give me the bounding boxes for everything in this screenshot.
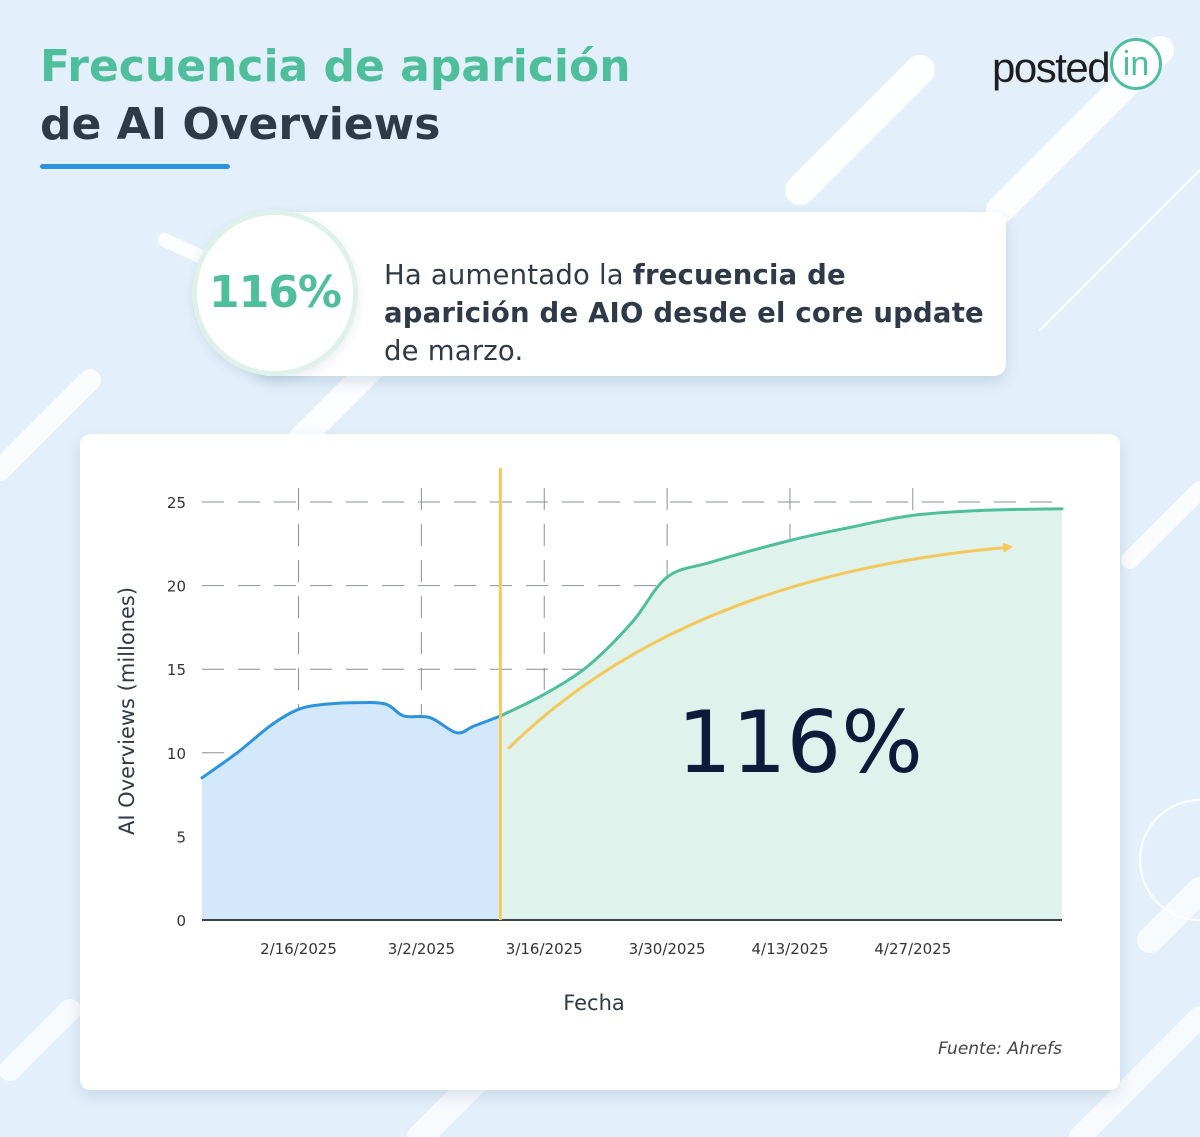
x-tick-label: 4/27/2025 <box>874 940 951 958</box>
growth-arrow <box>507 542 1014 750</box>
stat-circle: 116% <box>192 210 358 376</box>
logo-badge: in <box>1110 38 1162 90</box>
series-area-before <box>202 702 501 920</box>
stat-callout-card: Ha aumentado la frecuencia de aparición … <box>256 212 1006 376</box>
y-tick-label: 5 <box>176 828 186 846</box>
chart-card: 0 5 10 15 20 25 2/16/2025 3/2/2025 3/16/2025 3/30… <box>80 434 1120 1090</box>
stat-value: 116% <box>209 267 342 318</box>
growth-annotation-value: 116% <box>677 693 923 793</box>
callout-text-post: de marzo. <box>384 335 524 367</box>
callout-text: Ha aumentado la frecuencia de aparición … <box>384 256 994 370</box>
y-tick-label: 25 <box>167 494 186 512</box>
page-title: Frecuencia de aparición de AI Overviews <box>40 38 631 154</box>
axes: 0 5 10 15 20 25 2/16/2025 3/2/2025 3/16/2025 3/30… <box>167 494 1062 958</box>
y-tick-label: 0 <box>176 912 186 930</box>
y-axis-label: AI Overviews (millones) <box>115 587 139 835</box>
callout-text-pre: Ha aumentado la <box>384 259 633 291</box>
x-tick-label: 4/13/2025 <box>751 940 828 958</box>
y-tick-label: 10 <box>167 745 186 763</box>
x-tick-label: 3/16/2025 <box>506 940 583 958</box>
series-line-before <box>200 701 502 780</box>
posted-in-logo: posted in <box>990 38 1174 100</box>
logo-badge-text: in <box>1122 45 1150 83</box>
x-tick-label: 2/16/2025 <box>260 940 337 958</box>
title-line-2: de AI Overviews <box>40 99 441 150</box>
x-tick-label: 3/30/2025 <box>629 940 706 958</box>
title-underline <box>40 164 230 169</box>
logo-text: posted <box>992 44 1111 91</box>
title-line-1: Frecuencia de aparición <box>40 41 631 92</box>
area-chart: 0 5 10 15 20 25 2/16/2025 3/2/2025 3/16/2025 3/30… <box>115 468 1064 1059</box>
callout-text-bold: frecuencia de aparición de AIO desde el … <box>384 259 984 329</box>
x-axis-label: Fecha <box>563 991 625 1015</box>
series-lines <box>200 507 1064 780</box>
source-note: Fuente: Ahrefs <box>938 1039 1062 1059</box>
series-line-after <box>498 507 1064 718</box>
series-areas <box>202 508 1062 920</box>
x-tick-label: 3/2/2025 <box>388 940 455 958</box>
y-tick-label: 20 <box>167 578 186 596</box>
annotations <box>498 468 1014 920</box>
y-tick-label: 15 <box>167 661 186 679</box>
